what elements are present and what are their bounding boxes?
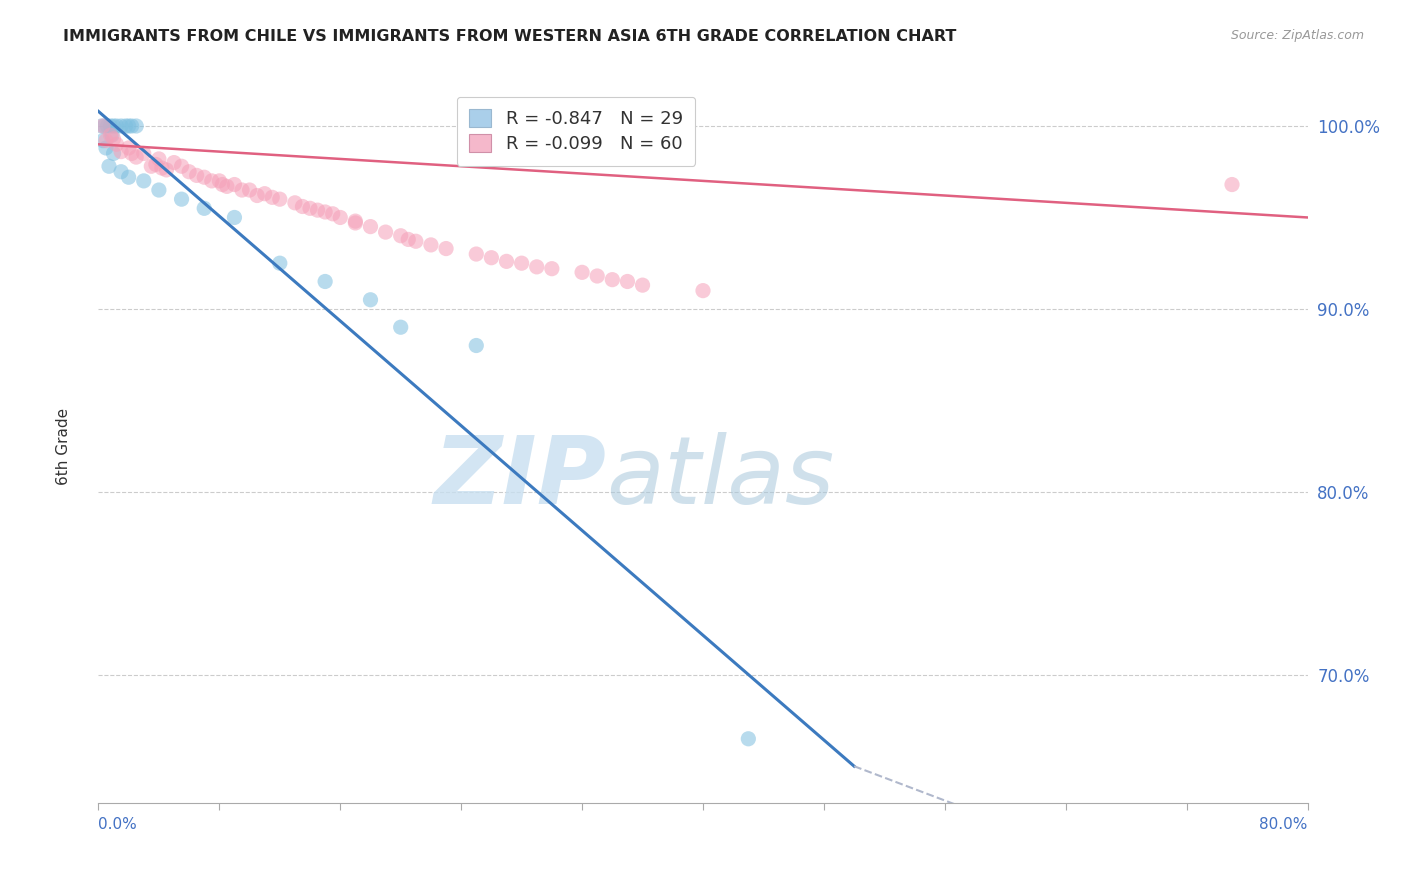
Point — [737, 731, 759, 746]
Point — [231, 183, 253, 197]
Point — [246, 188, 269, 202]
Point — [465, 338, 488, 352]
Point — [526, 260, 548, 274]
Point — [360, 219, 382, 234]
Point — [110, 119, 132, 133]
Point — [631, 278, 654, 293]
Point — [163, 155, 186, 169]
Point — [465, 247, 488, 261]
Point — [269, 256, 291, 270]
Point — [114, 119, 136, 133]
Point — [186, 169, 208, 183]
Point — [103, 132, 125, 146]
Point — [91, 134, 114, 148]
Point — [262, 190, 284, 204]
Point — [110, 145, 132, 159]
Point — [211, 178, 233, 192]
Point — [148, 183, 170, 197]
Point — [269, 192, 291, 206]
Point — [118, 170, 141, 185]
Text: 6th Grade: 6th Grade — [56, 408, 70, 484]
Text: 80.0%: 80.0% — [1260, 817, 1308, 832]
Point — [125, 150, 148, 164]
Point — [94, 141, 117, 155]
Point — [1220, 178, 1243, 192]
Point — [125, 119, 148, 133]
Point — [141, 159, 163, 173]
Point — [692, 284, 714, 298]
Text: Source: ZipAtlas.com: Source: ZipAtlas.com — [1230, 29, 1364, 42]
Point — [495, 254, 517, 268]
Point — [374, 225, 396, 239]
Point — [91, 119, 114, 133]
Point — [90, 119, 112, 133]
Point — [420, 238, 443, 252]
Point — [291, 199, 314, 213]
Point — [100, 119, 122, 133]
Point — [586, 268, 609, 283]
Point — [93, 119, 115, 133]
Text: IMMIGRANTS FROM CHILE VS IMMIGRANTS FROM WESTERN ASIA 6TH GRADE CORRELATION CHAR: IMMIGRANTS FROM CHILE VS IMMIGRANTS FROM… — [63, 29, 956, 44]
Point — [616, 275, 638, 289]
Point — [344, 216, 367, 230]
Point — [299, 202, 322, 216]
Point — [201, 174, 224, 188]
Text: atlas: atlas — [606, 432, 835, 524]
Point — [132, 146, 155, 161]
Text: ZIP: ZIP — [433, 432, 606, 524]
Point — [329, 211, 352, 225]
Point — [105, 119, 128, 133]
Point — [344, 214, 367, 228]
Point — [170, 159, 193, 173]
Point — [571, 265, 593, 279]
Point — [540, 261, 562, 276]
Point — [215, 179, 238, 194]
Point — [405, 234, 427, 248]
Point — [253, 186, 276, 201]
Point — [118, 141, 141, 155]
Point — [150, 161, 173, 175]
Point — [179, 165, 201, 179]
Point — [193, 170, 215, 185]
Point — [224, 211, 246, 225]
Point — [208, 174, 231, 188]
Point — [602, 273, 624, 287]
Point — [389, 320, 412, 334]
Text: 0.0%: 0.0% — [98, 817, 138, 832]
Point — [170, 192, 193, 206]
Point — [224, 178, 246, 192]
Point — [510, 256, 533, 270]
Point — [110, 165, 132, 179]
Point — [481, 251, 503, 265]
Point — [98, 159, 121, 173]
Point — [103, 119, 125, 133]
Point — [145, 157, 167, 171]
Point — [101, 128, 124, 143]
Point — [155, 162, 177, 177]
Point — [239, 183, 262, 197]
Point — [322, 207, 344, 221]
Point — [105, 137, 128, 152]
Point — [121, 119, 143, 133]
Point — [193, 202, 215, 216]
Point — [94, 134, 117, 148]
Point — [314, 205, 336, 219]
Point — [360, 293, 382, 307]
Point — [284, 195, 307, 210]
Point — [148, 152, 170, 166]
Legend: R = -0.847   N = 29, R = -0.099   N = 60: R = -0.847 N = 29, R = -0.099 N = 60 — [457, 96, 696, 166]
Point — [314, 275, 336, 289]
Point — [396, 232, 419, 246]
Point — [307, 203, 329, 218]
Point — [96, 119, 118, 133]
Point — [121, 146, 143, 161]
Point — [103, 146, 125, 161]
Point — [118, 119, 141, 133]
Point — [389, 228, 412, 243]
Point — [132, 174, 155, 188]
Point — [100, 128, 122, 143]
Point — [434, 242, 457, 256]
